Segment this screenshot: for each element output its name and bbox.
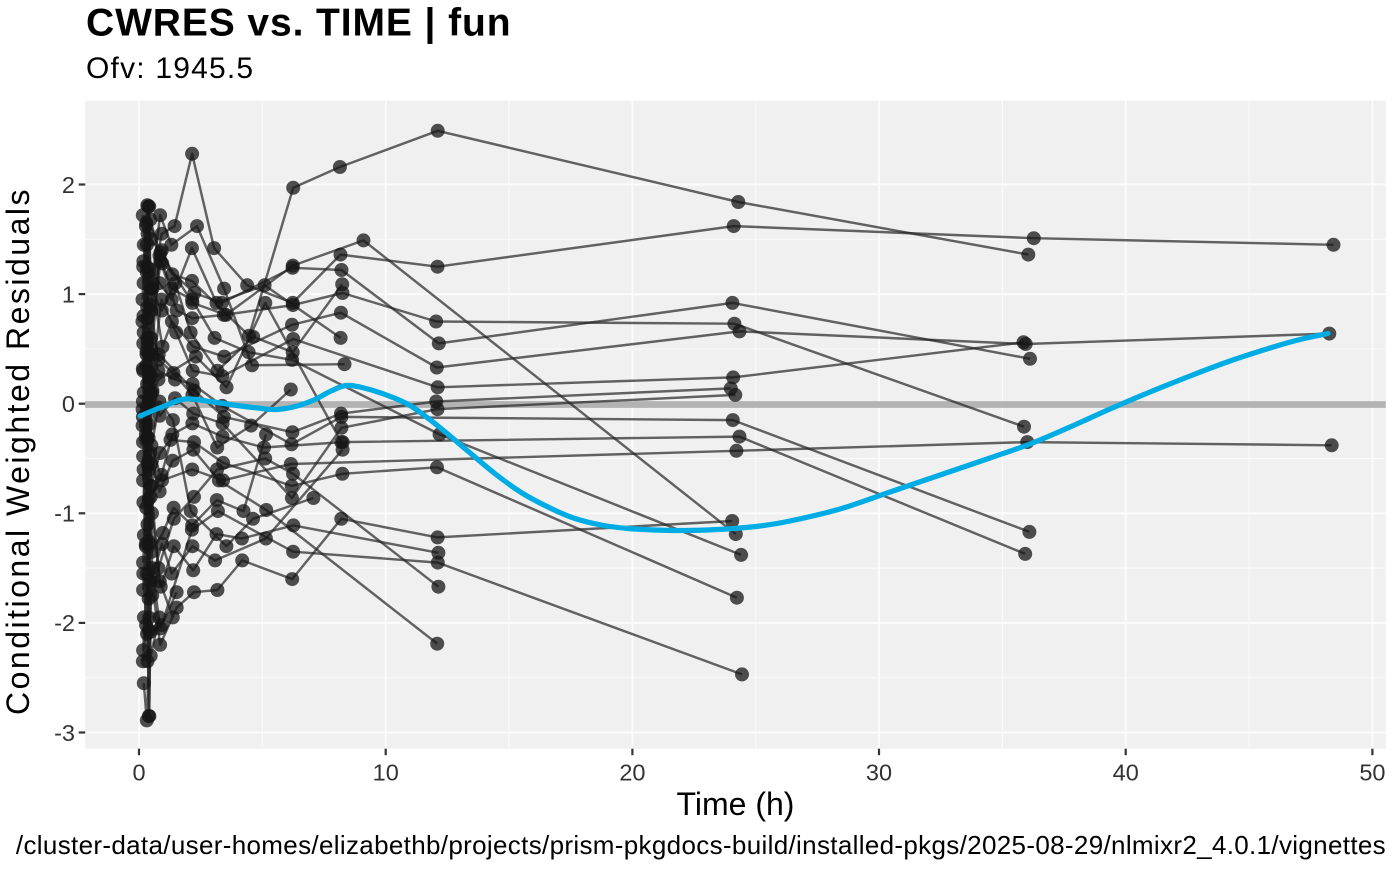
svg-text:Conditional Weighted Residuals: Conditional Weighted Residuals	[0, 187, 36, 715]
svg-text:-3: -3	[54, 720, 75, 746]
svg-text:40: 40	[1113, 760, 1139, 786]
svg-text:50: 50	[1359, 760, 1385, 786]
svg-text:1: 1	[62, 281, 75, 307]
svg-text:30: 30	[866, 760, 892, 786]
svg-text:-1: -1	[54, 501, 75, 527]
svg-text:Ofv: 1945.5: Ofv: 1945.5	[86, 52, 254, 85]
svg-text:-2: -2	[54, 610, 75, 636]
svg-text:CWRES vs. TIME | fun: CWRES vs. TIME | fun	[86, 2, 511, 45]
svg-text:20: 20	[619, 760, 645, 786]
svg-text:/cluster-data/user-homes/eliza: /cluster-data/user-homes/elizabethb/proj…	[16, 830, 1386, 860]
svg-text:10: 10	[373, 760, 399, 786]
svg-text:0: 0	[62, 391, 75, 417]
svg-text:Time (h): Time (h)	[677, 786, 795, 822]
svg-text:2: 2	[62, 172, 75, 198]
svg-text:0: 0	[132, 760, 145, 786]
